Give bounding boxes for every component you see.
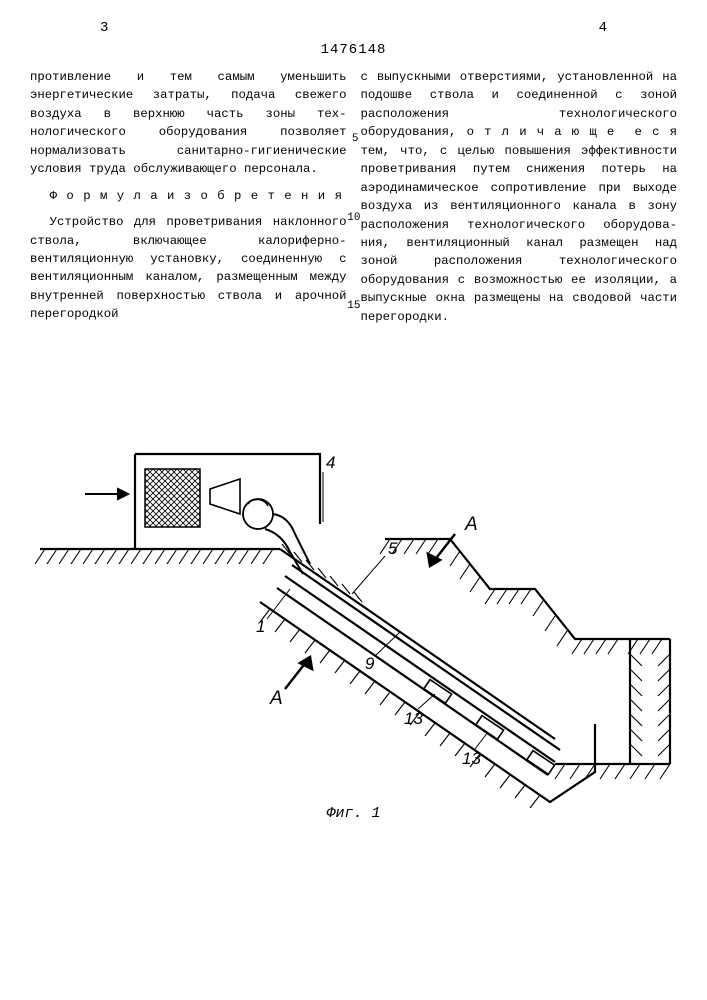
col-num-left: 3 [100,20,108,36]
text-columns: противление и тем самым уменьшить энерге… [30,68,677,334]
figure-1: 4 5 1 9 13 13 A A Фиг. 1 [30,394,677,824]
line-num-5: 5 [352,131,359,148]
figure-svg: 4 5 1 9 13 13 A A [30,394,677,824]
right-p1b: о т л и ч а ю щ е ­ е с я [467,125,677,139]
line-num-10: 10 [347,210,360,227]
left-p1: противление и тем самым уменьшить энерге… [30,68,347,179]
left-column: противление и тем самым уменьшить энерге… [30,68,347,334]
fig-label-A1: A [464,514,478,535]
figure-caption: Фиг. 1 [326,805,380,822]
fig-label-A2: A [269,688,283,709]
fig-label-5: 5 [388,539,398,558]
fig-label-4: 4 [326,453,335,472]
fig-label-1: 1 [256,617,265,636]
right-p1: с выпускными отверстиями, установлен­ной… [361,68,678,326]
fig-label-13b: 13 [462,749,481,768]
fig-label-9: 9 [365,654,375,673]
col-num-right: 4 [599,20,607,36]
header-row: 3 4 [100,20,607,36]
right-p1c: тем, что, с целью повышения эффективност… [361,144,678,324]
line-num-15: 15 [347,298,360,315]
right-column: с выпускными отверстиями, установлен­ной… [361,68,678,334]
formula-label: Ф о р м у л а и з о б р е т е н и я [30,187,347,205]
patent-number: 1476148 [30,42,677,58]
left-p2: Устройство для проветривания нак­лонного… [30,213,347,324]
fig-label-13a: 13 [404,709,423,728]
page: 3 4 1476148 противление и тем самым умен… [0,0,707,1000]
